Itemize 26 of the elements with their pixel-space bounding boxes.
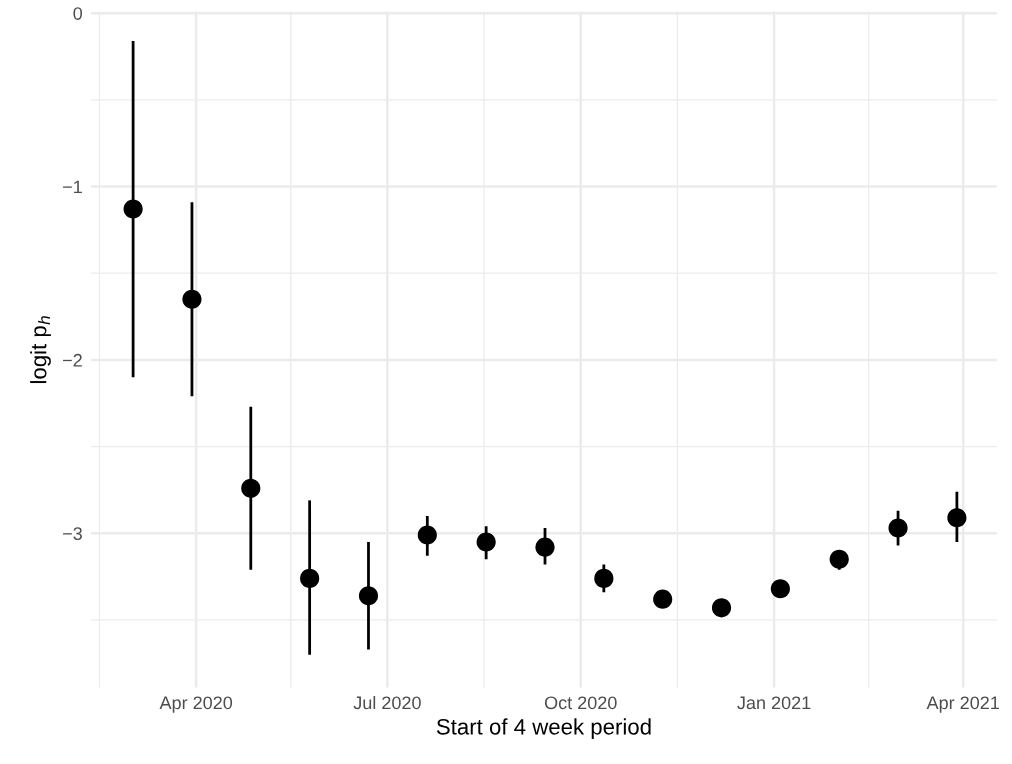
- point: [653, 589, 673, 609]
- point: [711, 598, 732, 618]
- x-tick-label: Apr 2021: [926, 696, 999, 713]
- x-tick-label: Jan 2021: [737, 696, 811, 710]
- point: [535, 537, 555, 557]
- x-tick-label: Jul 2020: [353, 695, 421, 710]
- point: [770, 579, 790, 599]
- point: [123, 199, 143, 219]
- y-tick-label: −1: [63, 180, 82, 194]
- x-tick-label: Oct 2020: [544, 696, 617, 710]
- y-tick-label: −3: [63, 527, 82, 541]
- point: [300, 568, 320, 588]
- point: [241, 478, 261, 498]
- point: [358, 586, 379, 606]
- point: [947, 508, 967, 528]
- y-axis-title: logit p$_{h}$: [30, 316, 51, 384]
- x-axis-title: Start of 4 week period: [436, 718, 651, 740]
- y-tick-label: −2: [63, 353, 82, 367]
- point: [888, 518, 908, 538]
- y-tick-label: 0: [73, 7, 83, 20]
- point: [417, 525, 437, 545]
- point: [829, 549, 849, 569]
- point: [182, 289, 202, 309]
- point: [476, 532, 496, 552]
- point: [594, 568, 614, 588]
- x-tick-label: Apr 2020: [159, 696, 233, 713]
